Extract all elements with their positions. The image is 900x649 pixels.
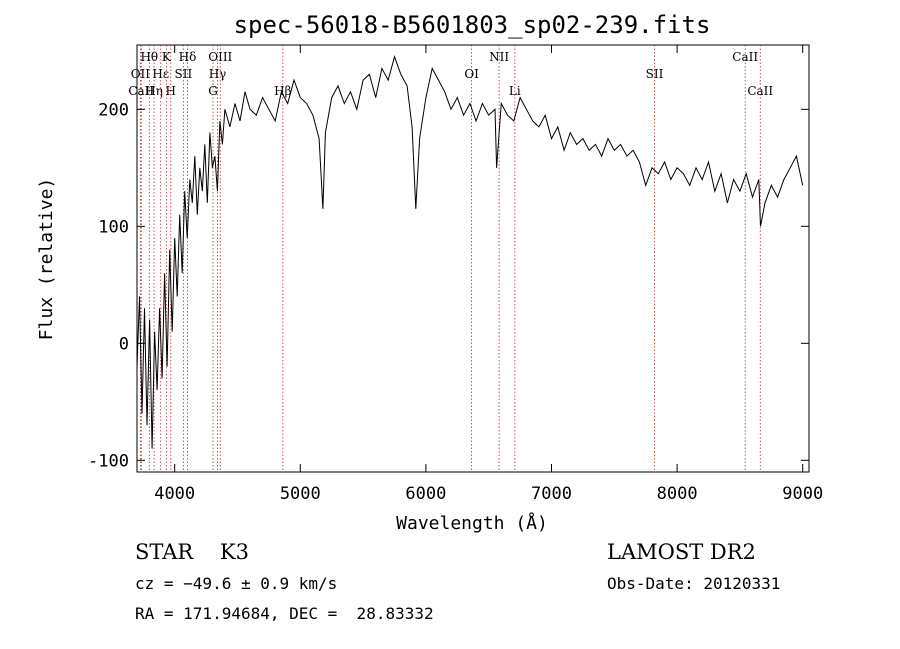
spectral-line-label: Hθ	[140, 50, 158, 64]
spectral-line-label: CaII	[747, 84, 773, 98]
survey-name: LAMOST DR2	[607, 540, 756, 564]
y-tick-label: 0	[119, 334, 129, 354]
y-tick-label: 200	[98, 100, 129, 120]
redshift-velocity: cz = −49.6 ± 0.9 km/s	[135, 574, 338, 593]
spectral-line-label: Hε	[152, 67, 169, 81]
plot-frame	[136, 44, 810, 473]
spectral-line-label: SII	[646, 67, 664, 81]
spectral-line-label: Hδ	[179, 50, 197, 64]
coordinates: RA = 171.94684, DEC = 28.83332	[135, 604, 434, 623]
x-tick-label: 7000	[531, 484, 572, 504]
x-axis-ticks: 4000 5000 6000 7000 8000 9000	[154, 45, 823, 504]
y-tick-label: 100	[98, 217, 129, 237]
observation-date: Obs-Date: 20120331	[607, 574, 781, 593]
spectral-line-label: Li	[509, 84, 521, 98]
spectral-line-label: H	[166, 84, 176, 98]
y-axis-ticks: -100 0 100 200	[88, 100, 809, 471]
spectral-line-label: CaII	[128, 84, 154, 98]
x-tick-label: 6000	[405, 484, 446, 504]
spectral-line-label: SII	[174, 67, 192, 81]
y-tick-label: -100	[88, 451, 129, 471]
spectral-line-label: CaII	[732, 50, 758, 64]
spectral-line-label: K	[162, 50, 172, 64]
spectral-line-label: Hβ	[274, 84, 291, 98]
spectral-line-label: G	[208, 84, 218, 98]
object-class: STAR K3	[135, 540, 249, 564]
spectral-line-label: OI	[464, 67, 479, 81]
x-axis-label: Wavelength (Å)	[396, 512, 548, 534]
spectral-line-label: Hη	[145, 84, 163, 98]
spectral-line-label: NII	[489, 50, 509, 64]
spectrum-line	[136, 55, 804, 449]
x-tick-label: 4000	[154, 484, 195, 504]
x-tick-label: 8000	[657, 484, 698, 504]
spectral-line-label: OIII	[208, 50, 232, 64]
chart-title: spec-56018-B5601803_sp02-239.fits	[234, 11, 711, 39]
spectral-line-label: Hγ	[209, 67, 227, 81]
y-axis-label: Flux (relative)	[36, 178, 57, 341]
spectral-line-label: OII	[131, 67, 151, 81]
x-tick-label: 5000	[280, 484, 321, 504]
x-tick-label: 9000	[782, 484, 823, 504]
